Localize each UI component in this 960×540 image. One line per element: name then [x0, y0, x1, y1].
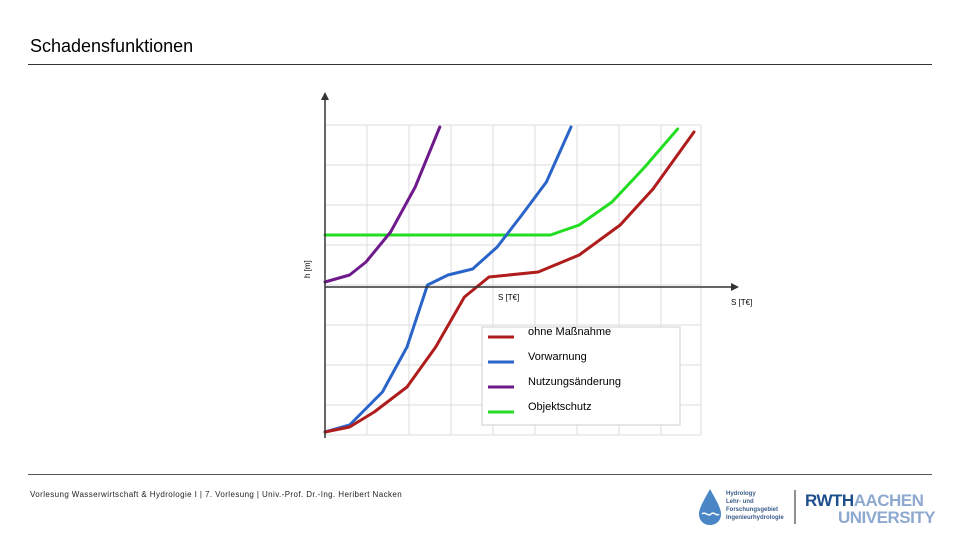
- hydrology-logo-line-1: Hydrology: [726, 491, 756, 497]
- water-drop-icon: [699, 489, 721, 525]
- series-line-vorwarnung: [323, 125, 573, 434]
- hydrology-logo-line-4: Ingenieurhydrologie: [726, 515, 784, 521]
- rwth-logo-line-1: RWTHAACHEN: [805, 491, 924, 510]
- hydrology-logo: Hydrology Lehr- und Forschungsgebiet Ing…: [699, 489, 784, 525]
- legend-label-ohne: ohne Maßnahme: [528, 326, 611, 338]
- hydrology-logo-line-2: Lehr- und: [726, 499, 754, 505]
- chart-axes: [321, 92, 739, 438]
- legend-box: [481, 326, 681, 426]
- series-line-nutzung: [323, 125, 442, 284]
- x-axis-arrow: [731, 283, 739, 291]
- hydrology-logo-line-3: Forschungsgebiet: [726, 507, 778, 513]
- footer-divider: [28, 474, 932, 475]
- header-divider: [28, 64, 932, 65]
- legend-label-objekt: Objektschutz: [528, 401, 592, 413]
- series-line-objekt: [323, 127, 680, 237]
- x-axis-label-right: S [T€]: [731, 298, 752, 307]
- rwth-logo: RWTHAACHEN UNIVERSITY: [805, 491, 937, 527]
- y-axis-label: h [m]: [303, 260, 312, 278]
- chart-legend: ohne Maßnahme Vorwarnung Nutzungsänderung O…: [488, 326, 621, 414]
- water-drop-wave: [701, 512, 720, 516]
- legend-label-vorwarnung: Vorwarnung: [528, 351, 587, 363]
- footer-text: Vorlesung Wasserwirtschaft & Hydrologie …: [30, 490, 403, 499]
- slide-title: Schadensfunktionen: [30, 36, 194, 56]
- legend-label-nutzung: Nutzungsänderung: [528, 376, 621, 388]
- x-axis-label-bottom: S [T€]: [498, 293, 519, 302]
- y-axis-arrow: [321, 92, 329, 100]
- rwth-logo-line-2: UNIVERSITY: [838, 508, 936, 527]
